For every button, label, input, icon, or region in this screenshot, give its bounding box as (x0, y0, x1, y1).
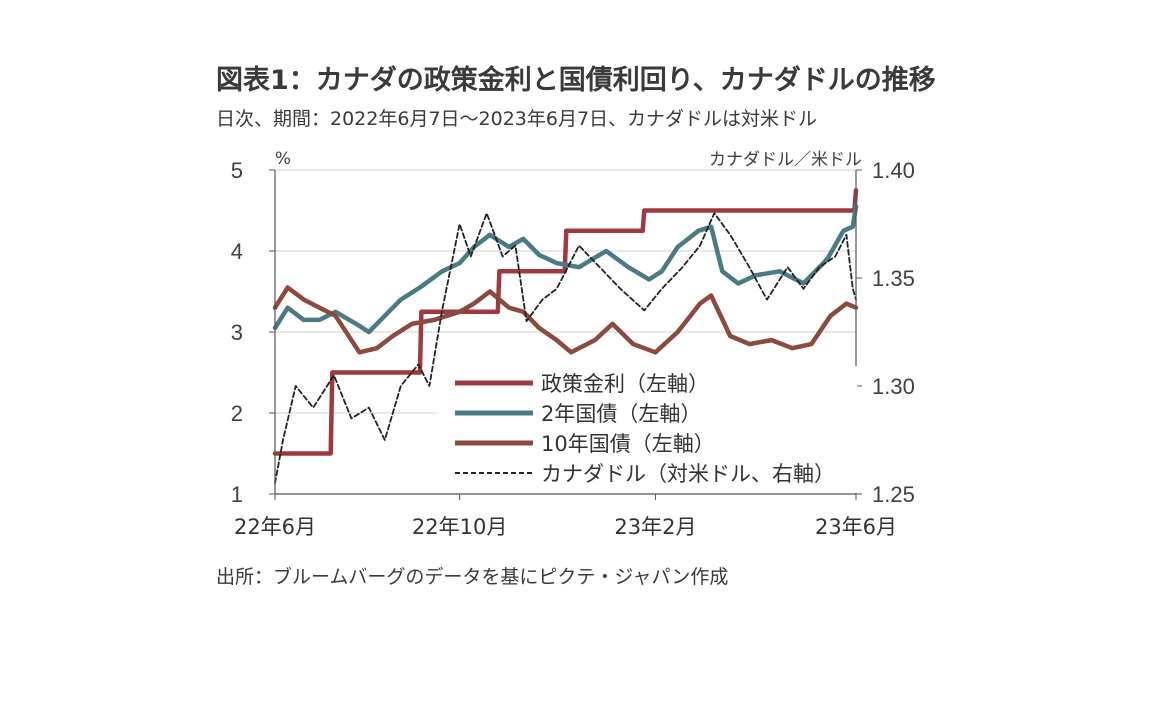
chart-source: 出所：ブルームバーグのデータを基にピクテ・ジャパン作成 (216, 566, 729, 588)
legend: 政策金利（左軸） 2年国債（左軸） 10年国債（左軸） カナダドル（対米ドル、右軸） (437, 366, 857, 493)
legend-label-3: カナダドル（対米ドル、右軸） (541, 462, 835, 486)
left-tick-label-3: 3 (231, 320, 243, 345)
right-tick-label-1.35: 1.35 (872, 266, 915, 291)
left-tick-label-5: 5 (231, 158, 243, 183)
axes: 1 2 3 4 5 1.25 1.30 1.35 1.40 22年6月 22年10月 23年2月 23年… (231, 149, 915, 539)
series-layer (272, 188, 859, 485)
series-line-3 (274, 212, 857, 485)
x-tick-label-3: 23年6月 (815, 515, 897, 539)
series-line-1 (272, 204, 859, 335)
legend-box (437, 366, 857, 493)
chart-title: 図表1：カナダの政策金利と国債利回り、カナダドルの推移 (216, 65, 936, 96)
left-tick-label-1: 1 (231, 482, 243, 507)
x-tick-label-0: 22年6月 (234, 515, 316, 539)
right-unit-label: カナダドル／米ドル (709, 150, 862, 170)
series-line-0 (272, 188, 859, 456)
legend-label-0: 政策金利（左軸） (541, 372, 709, 396)
legend-label-1: 2年国債（左軸） (541, 402, 701, 426)
left-tick-label-2: 2 (231, 401, 243, 426)
right-tick-label-1.30: 1.30 (872, 374, 915, 399)
left-tick-label-4: 4 (231, 239, 243, 264)
series-line-2 (272, 285, 859, 355)
x-tick-label-2: 23年2月 (614, 515, 696, 539)
x-tick-label-1: 22年10月 (412, 515, 507, 539)
chart-subtitle: 日次、期間：2022年6月7日～2023年6月7日、カナダドルは対米ドル (216, 108, 818, 130)
left-unit-label: % (275, 149, 291, 169)
right-tick-label-1.25: 1.25 (872, 482, 915, 507)
legend-label-2: 10年国債（左軸） (541, 432, 715, 456)
right-tick-label-1.40: 1.40 (872, 158, 915, 183)
